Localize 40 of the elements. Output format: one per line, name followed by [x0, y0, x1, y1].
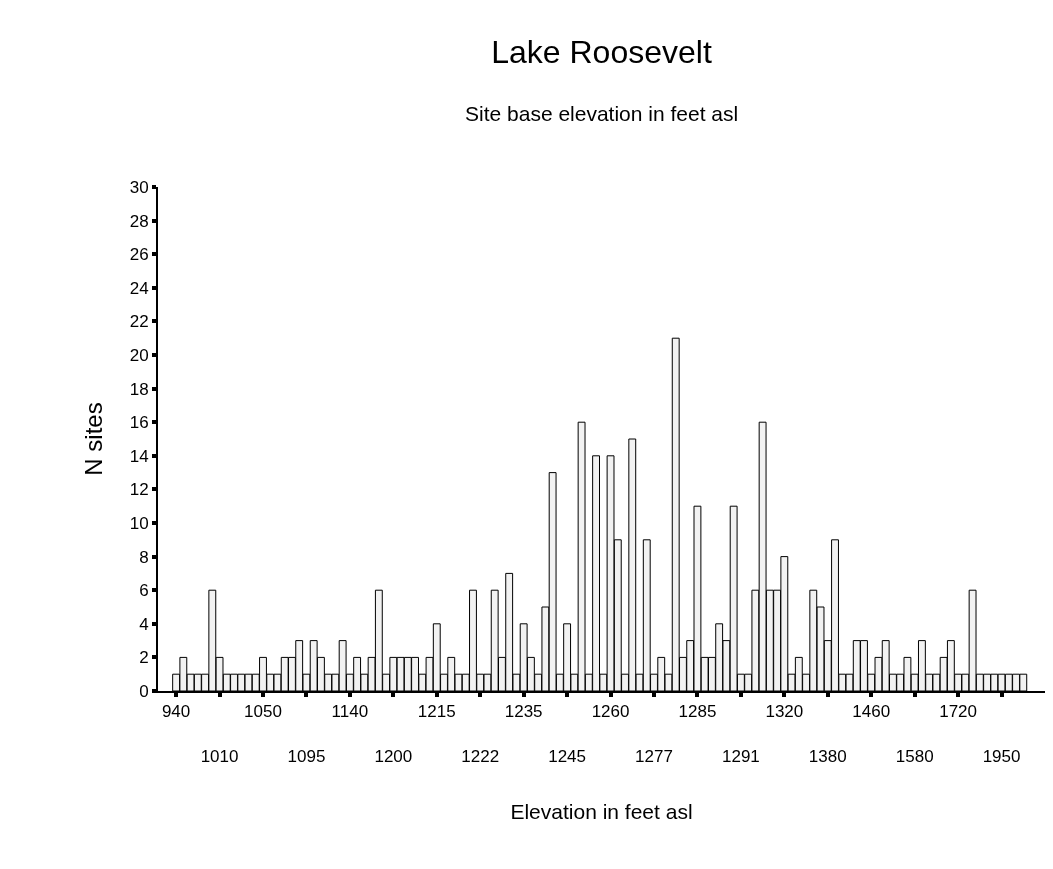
x-tick-label: 1720 [939, 702, 978, 722]
x-tick-label: 1277 [635, 746, 673, 766]
x-tick-label: 1245 [548, 746, 587, 766]
y-axis-title: N sites [80, 402, 108, 476]
x-tick-label: 1285 [678, 702, 717, 722]
x-tick-label: 1460 [852, 702, 891, 722]
x-tick-label: 1010 [200, 746, 239, 766]
x-tick-label: 1580 [895, 746, 934, 766]
y-tick-label: 12 [129, 480, 149, 500]
y-tick-label: 30 [129, 177, 149, 197]
x-tick-label: 940 [161, 702, 191, 722]
x-tick-label: 1215 [417, 702, 456, 722]
y-tick-label: 0 [139, 681, 149, 701]
y-tick-label: 20 [129, 345, 149, 365]
x-tick-label: 1050 [244, 702, 282, 722]
y-tick-label: 10 [129, 513, 149, 533]
x-tick-label: 1200 [374, 746, 413, 766]
y-tick-label: 6 [139, 581, 149, 601]
x-axis-title: Elevation in feet asl [510, 800, 693, 824]
y-tick-label: 8 [139, 547, 149, 567]
y-tick-label: 24 [129, 278, 149, 298]
x-tick-label: 1260 [591, 702, 630, 722]
x-tick-label: 1380 [808, 746, 847, 766]
y-tick-label: 26 [129, 245, 149, 265]
x-tick-label: 1222 [461, 746, 500, 766]
y-tick-label: 2 [139, 648, 149, 668]
x-tick-label: 1950 [982, 746, 1021, 766]
x-tick-label: 1095 [287, 746, 326, 766]
x-tick-label: 1140 [331, 702, 369, 722]
x-tick-label: 1291 [721, 746, 760, 766]
y-tick-label: 16 [129, 413, 149, 433]
chart-title: Lake Roosevelt [491, 34, 712, 71]
y-tick-label: 28 [129, 211, 149, 231]
y-tick-label: 18 [129, 379, 149, 399]
y-tick-label: 14 [129, 446, 149, 466]
y-tick-label: 22 [129, 312, 149, 332]
x-tick-label: 1320 [765, 702, 804, 722]
x-tick-label: 1235 [504, 702, 543, 722]
chart-subtitle: Site base elevation in feet asl [465, 102, 739, 125]
y-tick-label: 4 [139, 614, 149, 634]
